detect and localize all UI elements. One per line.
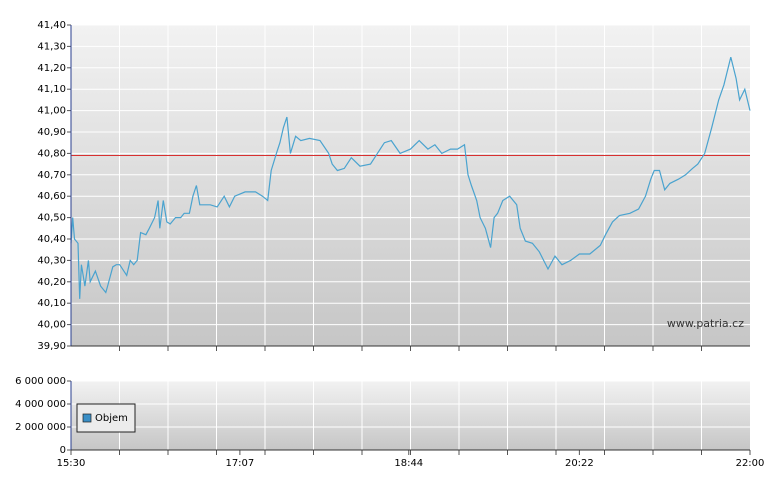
x-tick-label: 20:22 bbox=[565, 458, 594, 469]
y-tick-label: 40,50 bbox=[37, 213, 66, 224]
price-line bbox=[70, 56, 751, 299]
y-tick-label: 40,20 bbox=[37, 277, 66, 288]
y-tick-label: 4 000 000 bbox=[15, 399, 66, 410]
y-tick-label: 6 000 000 bbox=[15, 376, 66, 387]
x-tick-label: 15:30 bbox=[57, 458, 86, 469]
watermark: www.patria.cz bbox=[667, 317, 744, 330]
y-tick-label: 41,10 bbox=[37, 84, 66, 95]
y-tick-label: 40,80 bbox=[37, 148, 66, 159]
x-tick-label: 18:44 bbox=[394, 458, 423, 469]
y-tick-label: 41,00 bbox=[37, 106, 66, 117]
y-tick-label: 40,40 bbox=[37, 234, 66, 245]
legend-label: Objem bbox=[95, 413, 128, 424]
y-tick-label: 40,30 bbox=[37, 255, 66, 266]
legend-swatch bbox=[82, 413, 92, 423]
y-tick-label: 40,00 bbox=[37, 320, 66, 331]
x-tick-label: 22:00 bbox=[736, 458, 765, 469]
y-tick-label: 40,70 bbox=[37, 170, 66, 181]
y-tick-label: 0 bbox=[60, 445, 66, 456]
y-tick-label: 41,40 bbox=[37, 20, 66, 31]
y-tick-label: 41,30 bbox=[37, 41, 66, 52]
y-tick-label: 40,10 bbox=[37, 298, 66, 309]
y-tick-label: 40,60 bbox=[37, 191, 66, 202]
y-tick-label: 40,90 bbox=[37, 127, 66, 138]
y-tick-label: 41,20 bbox=[37, 63, 66, 74]
y-tick-label: 2 000 000 bbox=[15, 422, 66, 433]
y-tick-label: 39,90 bbox=[37, 341, 66, 352]
x-tick-label: 17:07 bbox=[225, 458, 254, 469]
